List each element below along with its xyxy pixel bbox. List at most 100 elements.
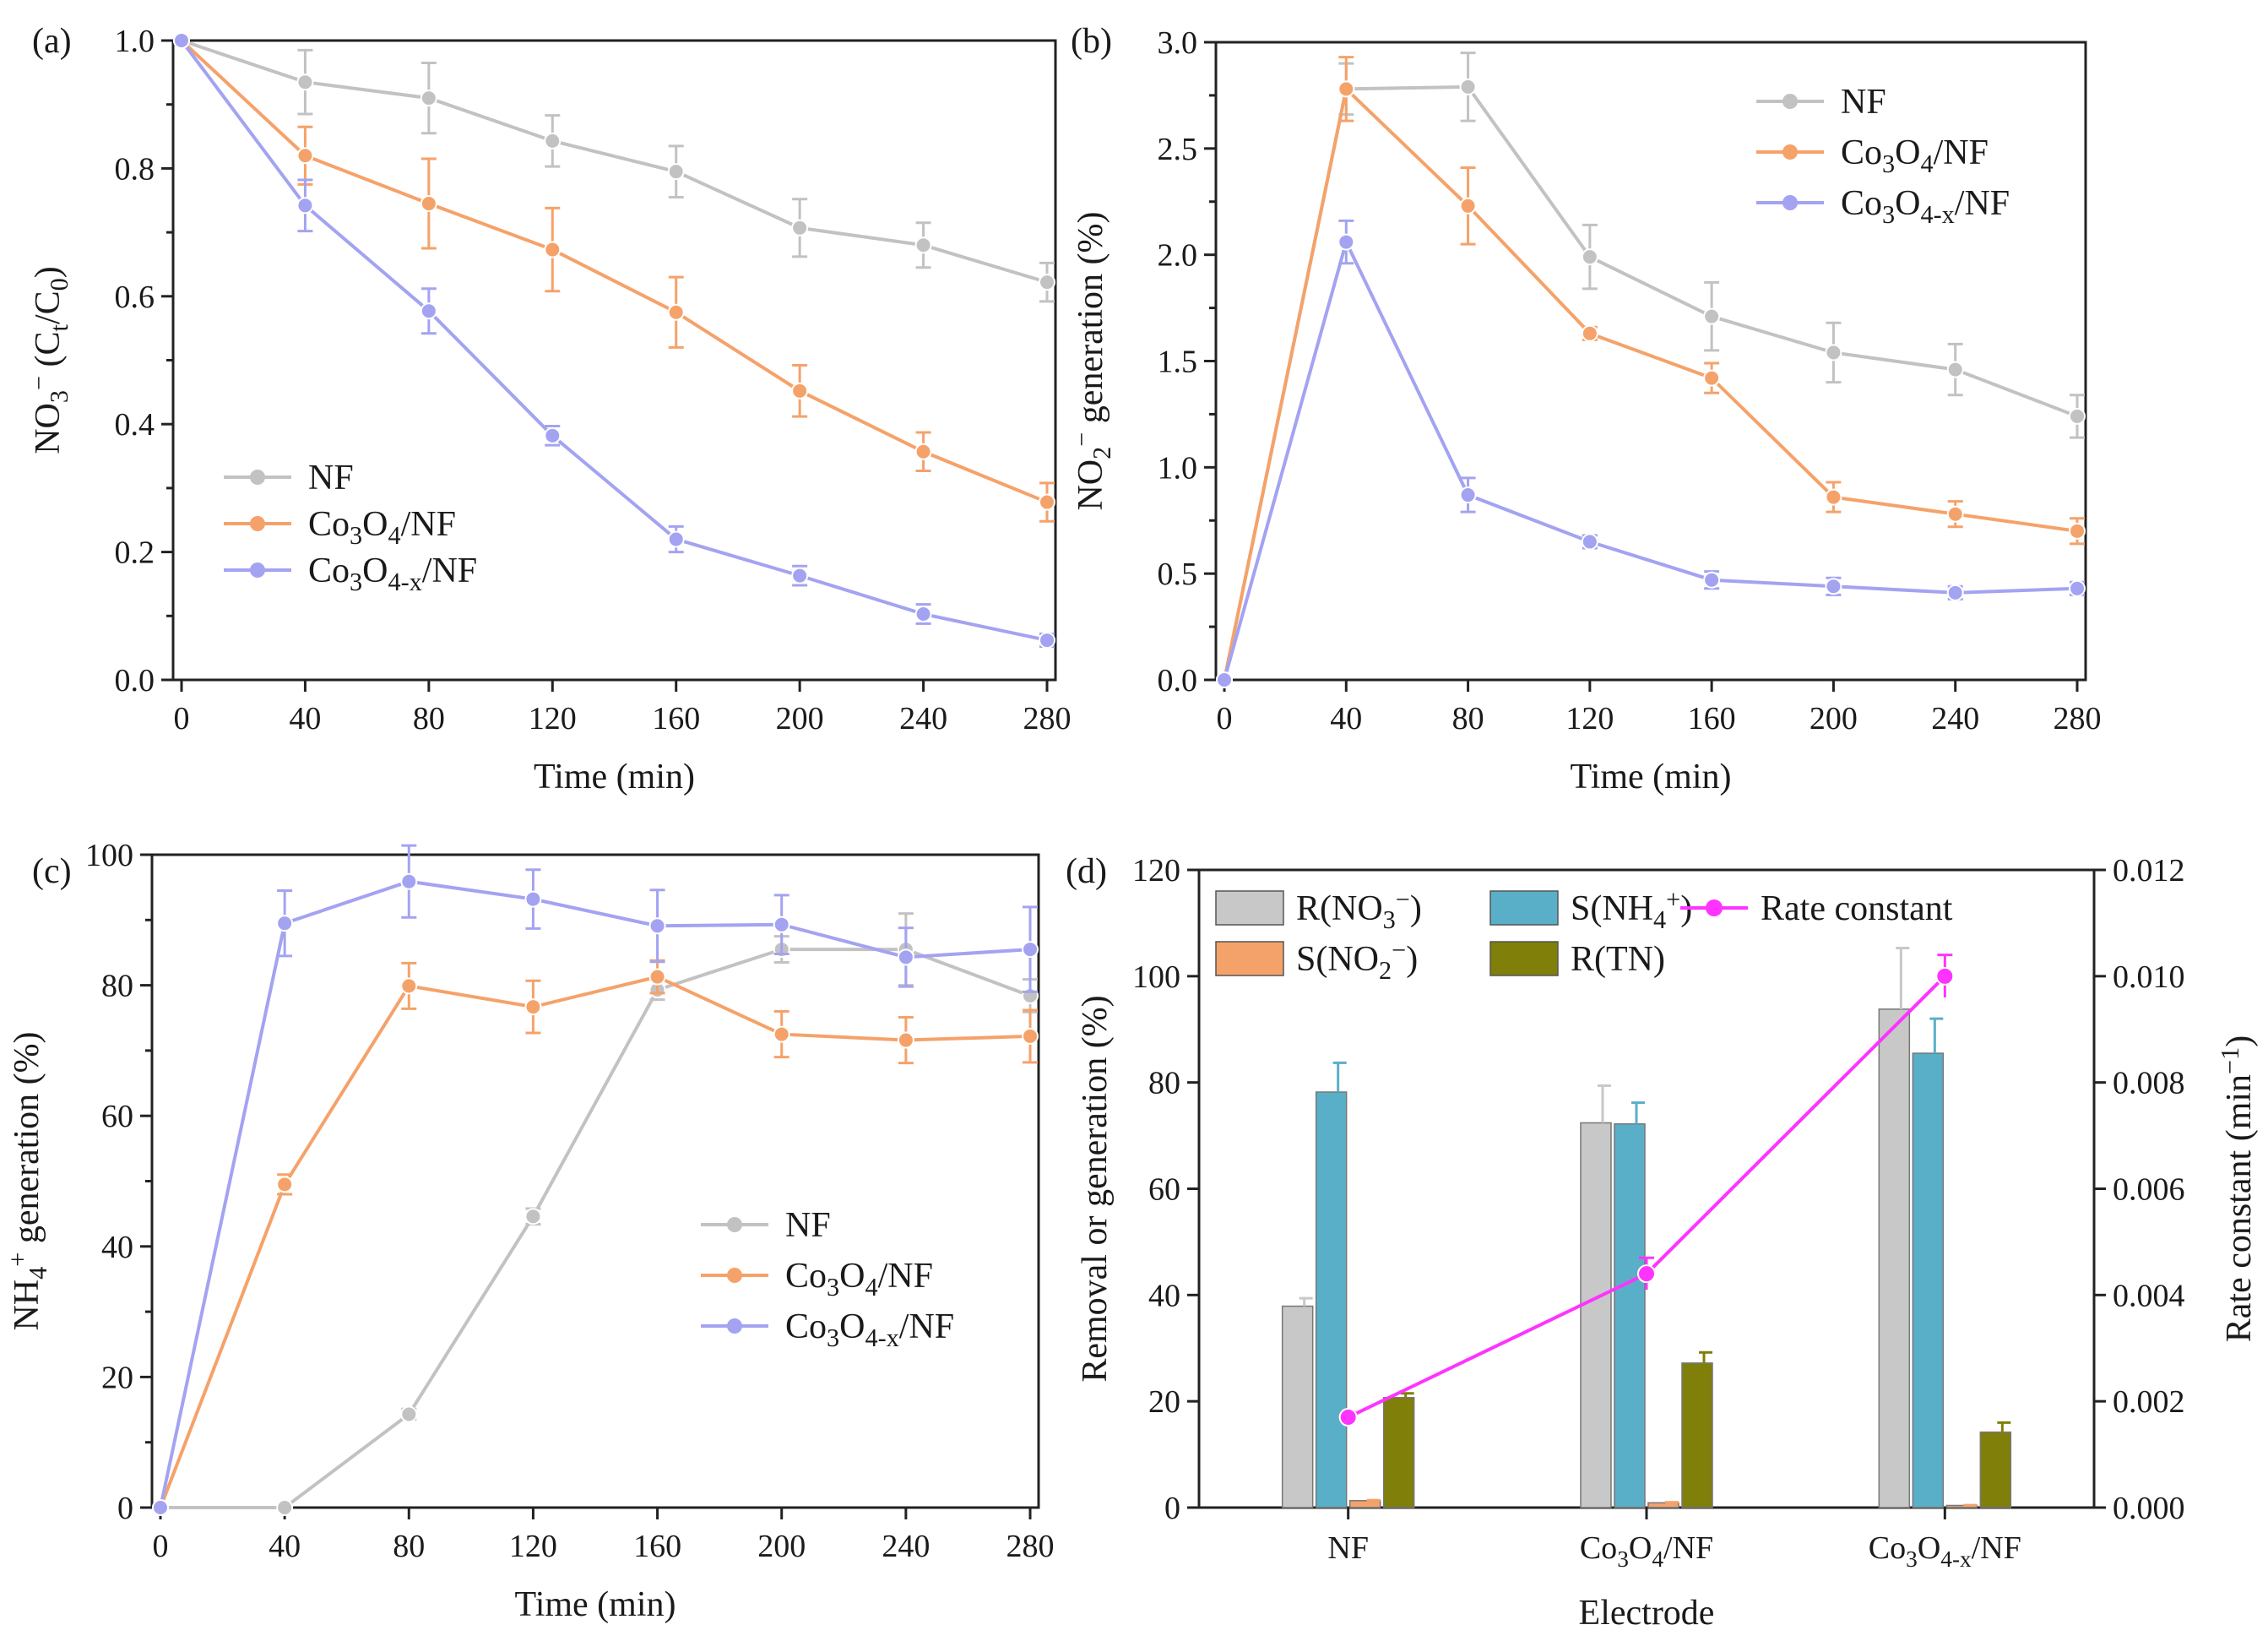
data-point-nf	[276, 1499, 294, 1516]
y-tick-label: 120	[1132, 853, 1180, 888]
data-point-nf	[791, 219, 809, 236]
legend-marker	[1706, 899, 1723, 916]
data-point-co3o4-x-nf	[173, 32, 190, 49]
bar-r-no3	[1281, 1305, 1314, 1508]
data-point-co3o4-nf	[1946, 505, 1964, 523]
x-tick-label: 40	[269, 1529, 301, 1564]
y-tick-label: 60	[101, 1099, 133, 1134]
data-point-co3o4-x-nf	[400, 872, 418, 890]
y-tick-label: 2.5	[1158, 132, 1198, 167]
data-point-co3o4-x-nf	[1039, 632, 1055, 649]
x-tick-label: Co3O4/NF	[1580, 1530, 1713, 1572]
data-point-co3o4-nf	[1703, 369, 1721, 387]
x-axis-title: Time (min)	[1571, 758, 1732, 796]
data-point-co3o4-nf	[648, 968, 666, 986]
x-tick-label: 0	[174, 701, 190, 736]
legend-label: Co3O4-x/NF	[785, 1307, 954, 1352]
data-point-co3o4-nf	[897, 1031, 914, 1049]
series-line-co3o4-x-nf	[1223, 236, 2078, 681]
x-tick-label: 40	[1330, 701, 1362, 736]
panel-label: (c)	[32, 852, 72, 891]
rate-constant-point	[1637, 1264, 1656, 1284]
legend-swatch	[1489, 941, 1559, 976]
data-point-co3o4-x-nf	[897, 948, 914, 966]
series-co3o4-x-nf	[152, 844, 1039, 1516]
y2-axis-title: Rate constant (min−1)	[2216, 1035, 2259, 1342]
y-tick-label: 0	[1164, 1491, 1180, 1526]
x-tick-label: 200	[757, 1529, 806, 1564]
legend-label: Co3O4-x/NF	[1841, 184, 2010, 229]
data-point-nf	[2069, 407, 2086, 425]
y2-tick-label: 0.000	[2113, 1491, 2185, 1526]
legend-marker	[1782, 144, 1798, 160]
data-point-co3o4-nf	[1337, 80, 1355, 98]
x-tick-label: 120	[1565, 701, 1614, 736]
legend-label: Co3O4/NF	[785, 1257, 933, 1301]
series-line-nf	[1223, 84, 2078, 681]
data-point-co3o4-x-nf	[1337, 233, 1355, 251]
y-axis-title: Removal or generation (%)	[1076, 995, 1115, 1382]
y-tick-label: 2.0	[1158, 238, 1198, 274]
x-tick-label: 200	[776, 701, 824, 736]
legend-marker	[727, 1318, 742, 1334]
data-point-co3o4-x-nf	[648, 917, 666, 935]
data-point-co3o4-x-nf	[544, 427, 562, 444]
y-tick-label: 80	[1148, 1066, 1180, 1101]
data-point-nf	[1946, 361, 1964, 378]
legend-marker	[250, 516, 265, 531]
legend-item-co3o4-x-nf: Co3O4-x/NF	[1756, 184, 2010, 229]
y-tick-label: 20	[101, 1360, 133, 1395]
legend-item-co3o4-nf: Co3O4/NF	[224, 505, 456, 550]
x-axis-title: Time (min)	[515, 1585, 676, 1624]
data-point-co3o4-nf	[1022, 1027, 1039, 1045]
series-co3o4-nf	[1216, 56, 2086, 688]
bar-r-tn	[1979, 1431, 2012, 1508]
x-tick-label: 160	[652, 701, 700, 736]
data-point-nf	[1039, 274, 1055, 291]
x-tick-label: 80	[413, 701, 445, 736]
series-nf	[1216, 52, 2086, 688]
bar-series-s-nh4	[1315, 1017, 1945, 1508]
legend-item-co3o4-x-nf: Co3O4-x/NF	[701, 1307, 954, 1352]
series-co3o4-x-nf	[173, 32, 1055, 649]
legend-marker	[250, 562, 265, 578]
panel-d-bar-chart: 0 20 40 60 80 100 120 0.000 0.002 0.004 0.006 0.008…	[1066, 852, 2259, 1633]
data-point-co3o4-nf	[524, 998, 542, 1016]
data-point-co3o4-x-nf	[1581, 533, 1598, 551]
data-point-co3o4-x-nf	[276, 915, 294, 932]
bar-r-no3	[1580, 1122, 1612, 1508]
data-point-nf	[1825, 344, 1842, 361]
y-tick-label: 0.0	[1158, 663, 1198, 698]
x-tick-label: 80	[1452, 701, 1484, 736]
y-tick-label: 0.0	[115, 663, 155, 698]
series-nf	[152, 912, 1039, 1516]
data-point-co3o4-nf	[1825, 488, 1842, 506]
legend-label: NF	[1841, 83, 1886, 122]
data-point-co3o4-x-nf	[914, 606, 932, 623]
x-tick-label: 240	[882, 1529, 930, 1564]
y-tick-label: 40	[1148, 1278, 1180, 1313]
legend-label: S(NH4+)	[1571, 885, 1692, 934]
x-tick-label: 200	[1810, 701, 1858, 736]
x-tick-label: 80	[393, 1529, 425, 1564]
x-tick-label: NF	[1327, 1530, 1369, 1566]
data-point-co3o4-nf	[1039, 493, 1055, 511]
y-axis-title: NO3− (Ct/C0)	[24, 266, 73, 454]
data-point-co3o4-x-nf	[667, 530, 685, 548]
data-point-co3o4-nf	[1459, 197, 1477, 215]
data-point-co3o4-x-nf	[1825, 578, 1842, 595]
data-point-nf	[1459, 78, 1477, 95]
data-point-co3o4-x-nf	[1946, 584, 1964, 601]
legend-item-nf: NF	[701, 1206, 831, 1245]
legend-item-co3o4-nf: Co3O4/NF	[701, 1257, 933, 1301]
data-point-co3o4-nf	[420, 195, 437, 213]
data-point-nf	[296, 73, 314, 91]
legend-marker	[727, 1217, 742, 1232]
series-co3o4-nf	[152, 959, 1039, 1516]
rate-constant-line	[1347, 975, 1946, 1419]
y2-tick-label: 0.012	[2113, 853, 2185, 888]
panel-a-line-chart: 0 40 80 120 160 200 240 280 0.0 0.2 0.4 0.6 0.8 1.0 Ti…	[24, 22, 1072, 796]
